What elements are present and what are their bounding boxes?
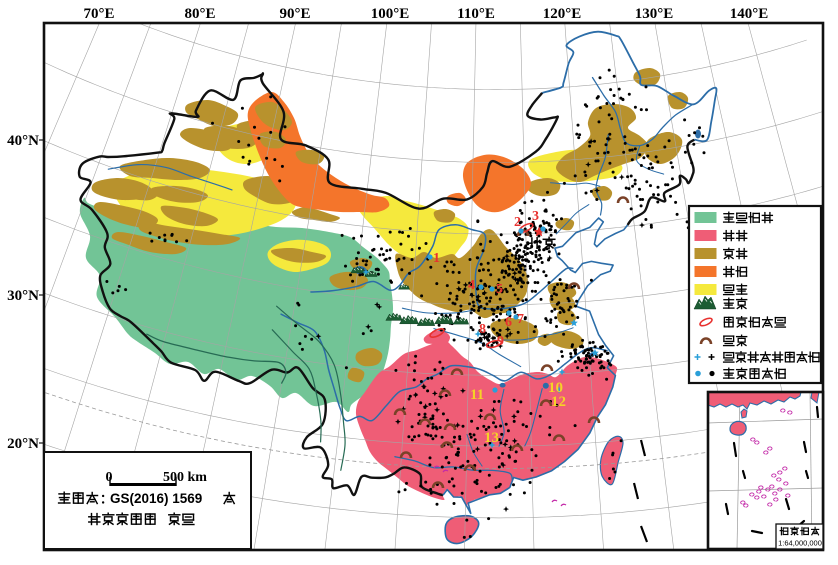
svg-text:90°E: 90°E (279, 6, 310, 22)
svg-text:8: 8 (479, 322, 486, 337)
svg-text:100°E: 100°E (371, 6, 410, 22)
svg-text:20°N: 20°N (7, 436, 39, 452)
svg-text:1:64,000,000: 1:64,000,000 (778, 539, 822, 548)
svg-text:140°E: 140°E (730, 6, 769, 22)
svg-text:10: 10 (548, 380, 563, 396)
svg-text:12: 12 (551, 394, 566, 410)
svg-text:5: 5 (496, 282, 503, 297)
svg-text:2: 2 (514, 215, 521, 230)
svg-text:130°E: 130°E (635, 6, 674, 22)
svg-text:13: 13 (484, 430, 499, 446)
svg-text:120°E: 120°E (543, 6, 582, 22)
svg-text:0: 0 (106, 470, 113, 485)
svg-text:110°E: 110°E (457, 6, 495, 22)
svg-text:：: ： (100, 492, 113, 506)
svg-text:3: 3 (532, 209, 539, 224)
svg-text:GS(2016) 1569: GS(2016) 1569 (110, 491, 202, 506)
svg-text:7: 7 (517, 312, 524, 327)
svg-text:70°E: 70°E (83, 6, 114, 22)
svg-text:11: 11 (470, 387, 484, 403)
svg-text:9: 9 (497, 334, 504, 349)
svg-text:6: 6 (505, 315, 512, 330)
svg-text:80°E: 80°E (184, 6, 215, 22)
svg-text:30°N: 30°N (7, 288, 39, 304)
svg-text:1: 1 (433, 251, 440, 266)
svg-text:4: 4 (468, 278, 475, 293)
svg-text:500 km: 500 km (163, 470, 207, 485)
svg-text:40°N: 40°N (7, 133, 39, 149)
